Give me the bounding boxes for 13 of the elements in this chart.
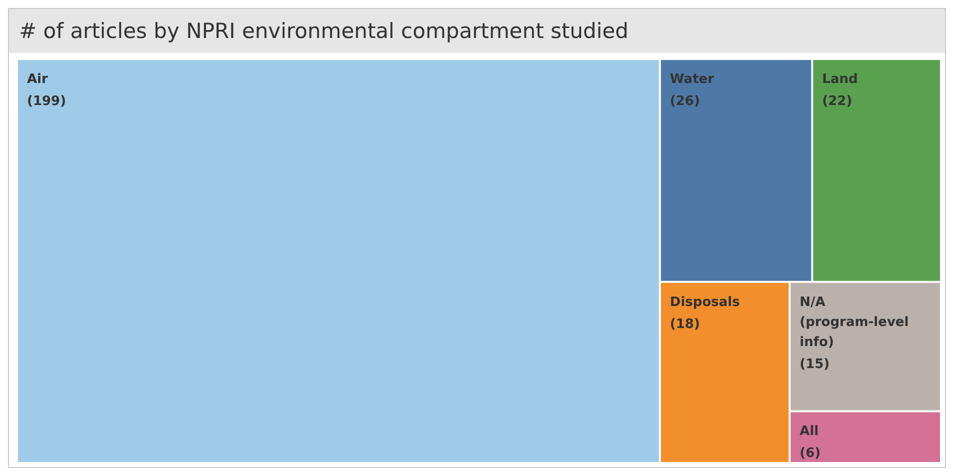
data-label: (22) <box>822 94 852 109</box>
category-label: Disposals <box>670 294 740 310</box>
data-label: (6) <box>800 446 821 462</box>
category-label: N/A (program-level info) <box>800 294 909 350</box>
data-label: (26) <box>670 94 700 109</box>
category-label: All <box>800 424 819 440</box>
category-label: Land <box>822 72 858 87</box>
category-label: Air <box>27 72 49 87</box>
data-label: (199) <box>27 94 66 109</box>
text: # of articles by NPRI environmental compartment studied <box>9 9 945 53</box>
data-label: (15) <box>800 356 830 372</box>
data-label: (18) <box>670 316 700 332</box>
category-label: Water <box>670 72 715 87</box>
